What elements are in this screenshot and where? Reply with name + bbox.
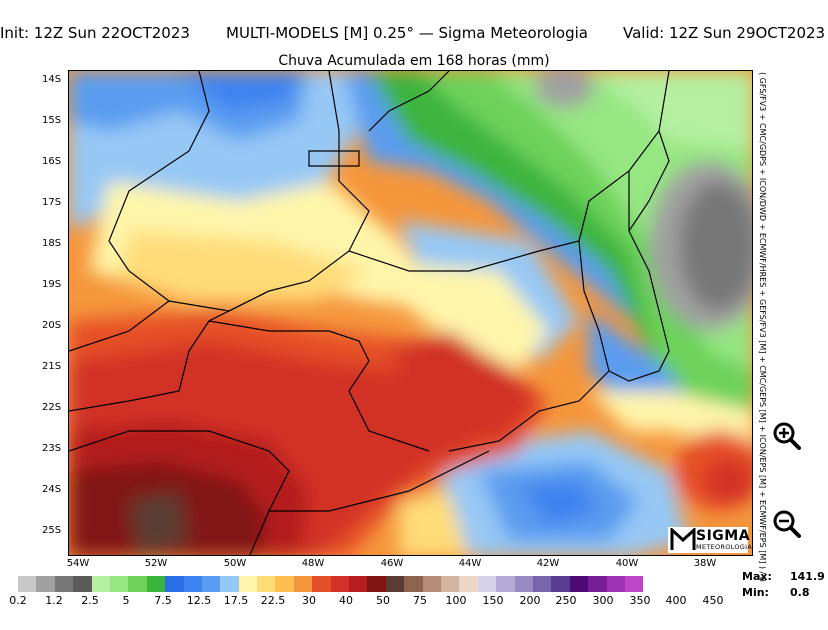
legend-swatch: [257, 576, 276, 592]
legend-swatch: [18, 576, 37, 592]
lat-label: 25S: [42, 525, 62, 536]
legend-swatch: [367, 576, 386, 592]
lat-label: 22S: [42, 402, 62, 413]
legend-swatch: [606, 576, 625, 592]
lat-label: 21S: [42, 361, 62, 372]
lon-label: 42W: [536, 558, 560, 569]
logo-subtitle: METEOROLOGIA: [696, 543, 753, 551]
lon-label: 48W: [301, 558, 325, 569]
logo-name: SIGMA: [696, 528, 751, 544]
lat-label: 18S: [42, 238, 62, 249]
legend-swatch: [201, 576, 221, 592]
legend-swatch: [128, 576, 147, 592]
legend-label: 22.5: [260, 594, 286, 607]
legend-swatch: [569, 576, 589, 592]
state-borders: [69, 71, 670, 555]
lat-label: 16S: [42, 156, 62, 167]
valid-time-label: Valid: 12Z Sun 29OCT2023: [623, 24, 826, 42]
legend-label: 7.5: [154, 594, 172, 607]
legend-label: 300: [592, 594, 614, 607]
legend-label: 17.5: [223, 594, 249, 607]
legend-swatch: [459, 576, 478, 592]
lon-label: 44W: [458, 558, 482, 569]
lon-label: 40W: [615, 558, 639, 569]
legend-swatch: [477, 576, 497, 592]
legend-swatch: [385, 576, 405, 592]
legend-swatch: [514, 576, 533, 592]
sigma-logo: SIGMA METEOROLOGIA: [668, 527, 752, 553]
legend-swatch: [183, 576, 202, 592]
legend-swatch: [220, 576, 239, 592]
legend-label: 40: [339, 594, 353, 607]
legend-swatch: [293, 576, 313, 592]
chart-title: MULTI-MODELS [M] 0.25° — Sigma Meteorolo…: [226, 24, 588, 42]
legend-swatch: [165, 576, 184, 592]
lat-label: 23S: [42, 443, 62, 454]
legend-swatch: [532, 576, 552, 592]
sigma-logo-mark: [670, 528, 696, 550]
legend-swatch: [312, 576, 331, 592]
zoom-out-icon[interactable]: [772, 509, 802, 539]
legend-swatch: [275, 576, 294, 592]
legend-label: 12.5: [186, 594, 212, 607]
legend-swatch: [146, 576, 166, 592]
legend-swatch: [440, 576, 460, 592]
legend-label: 100: [445, 594, 467, 607]
legend-colorbar: [18, 576, 644, 592]
legend-swatch: [36, 576, 55, 592]
lat-label: 20S: [42, 320, 62, 331]
lon-label: 52W: [144, 558, 168, 569]
min-value: 0.8: [790, 586, 810, 599]
max-value: 141.9: [790, 570, 825, 583]
min-label: Min:: [742, 586, 769, 599]
legend-swatch: [109, 576, 129, 592]
legend-swatch: [349, 576, 368, 592]
legend-label: 150: [482, 594, 504, 607]
legend-swatch: [404, 576, 423, 592]
models-label: ( GFS/FV3 + CMC/GDPS + ICON/DWD + ECMWF/…: [758, 72, 767, 582]
lon-label: 46W: [380, 558, 404, 569]
legend-swatch: [551, 576, 570, 592]
init-time-label: Init: 12Z Sun 22OCT2023: [0, 24, 190, 42]
legend-label: 2.5: [81, 594, 99, 607]
lat-label: 19S: [42, 279, 62, 290]
legend-label: 0.2: [9, 594, 27, 607]
legend-label: 1.2: [45, 594, 63, 607]
lat-label: 15S: [42, 115, 62, 126]
max-label: Max:: [742, 570, 772, 583]
lat-label: 24S: [42, 484, 62, 495]
precipitation-map[interactable]: [68, 70, 753, 556]
models-label-container: ( GFS/FV3 + CMC/GDPS + ICON/DWD + ECMWF/…: [755, 72, 769, 582]
legend-swatch: [330, 576, 350, 592]
lon-label: 38W: [693, 558, 717, 569]
legend-swatch: [496, 576, 515, 592]
lon-label: 50W: [223, 558, 247, 569]
lat-label: 17S: [42, 197, 62, 208]
legend-label: 250: [555, 594, 577, 607]
legend-swatch: [73, 576, 92, 592]
legend-label: 30: [302, 594, 316, 607]
legend-swatch: [624, 576, 644, 592]
legend-swatch: [54, 576, 74, 592]
map-canvas: [69, 71, 752, 555]
legend-label: 50: [376, 594, 390, 607]
lon-label: 54W: [66, 558, 90, 569]
legend-swatch: [238, 576, 258, 592]
chart-subtitle: Chuva Acumulada em 168 horas (mm): [278, 53, 550, 69]
legend-label: 5: [122, 594, 130, 607]
legend-label: 350: [629, 594, 651, 607]
zoom-in-icon[interactable]: [772, 421, 802, 451]
legend-label: 450: [702, 594, 724, 607]
legend-label: 400: [665, 594, 687, 607]
lat-label: 14S: [42, 74, 62, 85]
legend-label: 200: [519, 594, 541, 607]
legend-swatch: [588, 576, 607, 592]
legend-swatch: [91, 576, 110, 592]
legend-swatch: [422, 576, 441, 592]
legend-label: 75: [413, 594, 427, 607]
